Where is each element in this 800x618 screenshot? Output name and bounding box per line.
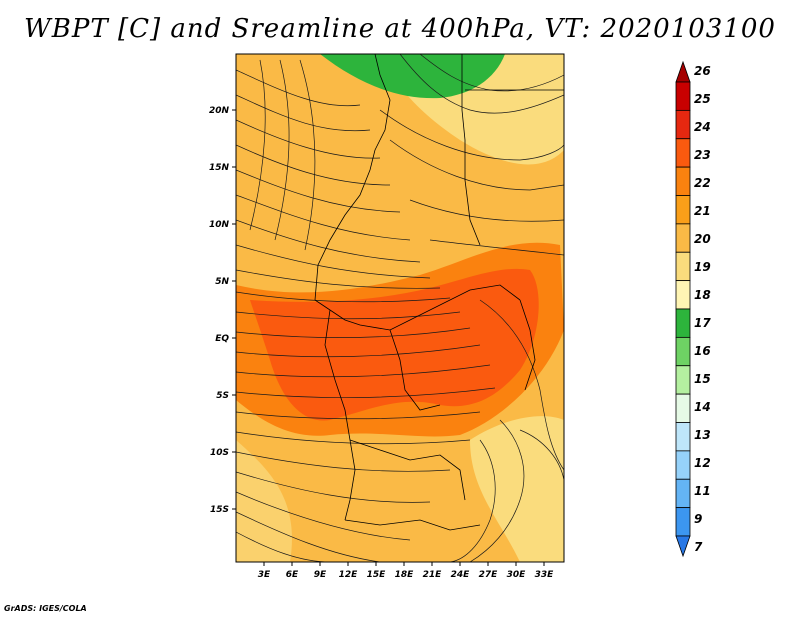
colorbar-label: 24	[694, 120, 711, 134]
wbpt-hot-core	[250, 268, 539, 421]
lat-label: 10S	[210, 448, 229, 458]
colorbar-swatch	[675, 478, 691, 509]
colorbar-label: 14	[694, 400, 711, 414]
wbpt-cool-zone-southeast	[470, 416, 564, 562]
colorbar-swatch	[675, 336, 691, 367]
lat-label: 10N	[209, 220, 230, 230]
lat-axis-labels: 20N 15N 10N 5N EQ 5S 10S 15S	[209, 106, 230, 515]
colorbar-label: 16	[694, 344, 711, 358]
lat-label: 5N	[215, 277, 229, 287]
colorbar-label: 12	[694, 456, 711, 470]
country-borders	[314, 54, 564, 531]
lat-label: 5S	[216, 391, 229, 401]
lat-label: 15S	[210, 505, 229, 515]
lon-axis-labels: 3E 6E 9E 12E 15E 18E 21E 24E 27E 30E 33E	[258, 570, 554, 580]
colorbar-swatch	[675, 365, 691, 395]
colorbar-label: 17	[694, 316, 711, 330]
colorbar-label: 20	[694, 232, 711, 246]
lat-tick-marks	[232, 109, 236, 510]
lon-label: 15E	[367, 570, 387, 580]
colorbar-label: 26	[694, 64, 711, 78]
plot-area	[236, 54, 564, 562]
plot-frame	[235, 53, 565, 563]
lon-label: 9E	[314, 570, 327, 580]
colorbar-swatch	[675, 507, 691, 537]
colorbar-swatch	[675, 393, 691, 423]
colorbar-swatch	[675, 251, 691, 282]
colorbar-swatch	[675, 138, 691, 168]
colorbar-label: 7	[694, 540, 703, 554]
lat-label: EQ	[215, 334, 229, 344]
colorbar-label: 23	[694, 148, 711, 162]
wbpt-cool-zone-southwest	[236, 440, 292, 562]
lon-label: 12E	[339, 570, 359, 580]
lat-label: 20N	[209, 106, 230, 116]
colorbar: 26 25 24 23 22 21 20 19 18 17 16 15 14 13 12 11 9 7	[675, 60, 711, 558]
colorbar-swatch	[675, 422, 691, 452]
map-title: WBPT [C] and Sreamline at 400hPa, VT: 20…	[24, 14, 776, 44]
lon-label: 30E	[507, 570, 527, 580]
colorbar-label: 13	[694, 428, 711, 442]
colorbar-label: 15	[694, 372, 711, 386]
lon-label: 24E	[451, 570, 471, 580]
colorbar-label: 25	[694, 92, 711, 106]
colorbar-swatch	[675, 223, 691, 253]
colorbar-top-arrow	[675, 60, 691, 83]
lon-label: 27E	[479, 570, 499, 580]
colorbar-label: 19	[694, 260, 711, 274]
lon-tick-marks	[263, 562, 545, 566]
lon-label: 6E	[286, 570, 299, 580]
colorbar-label: 9	[694, 512, 702, 526]
colorbar-bottom-arrow	[675, 535, 691, 558]
colorbar-swatch	[675, 280, 691, 310]
colorbar-label: 18	[694, 288, 711, 302]
lon-label: 33E	[535, 570, 555, 580]
colorbar-label: 21	[694, 204, 711, 218]
colorbar-swatch	[675, 166, 691, 196]
lon-label: 3E	[258, 570, 271, 580]
colorbar-swatch	[675, 195, 691, 225]
lon-label: 21E	[423, 570, 443, 580]
lon-label: 18E	[395, 570, 415, 580]
lat-label: 15N	[209, 163, 230, 173]
colorbar-swatch	[675, 109, 691, 140]
grads-credit: GrADS: IGES/COLA	[4, 604, 87, 613]
colorbar-swatch	[675, 308, 691, 338]
colorbar-swatch	[675, 450, 691, 480]
colorbar-label: 22	[694, 176, 711, 190]
colorbar-label: 11	[694, 484, 711, 498]
colorbar-swatch	[675, 81, 691, 111]
wbpt-green-zone	[320, 54, 505, 99]
